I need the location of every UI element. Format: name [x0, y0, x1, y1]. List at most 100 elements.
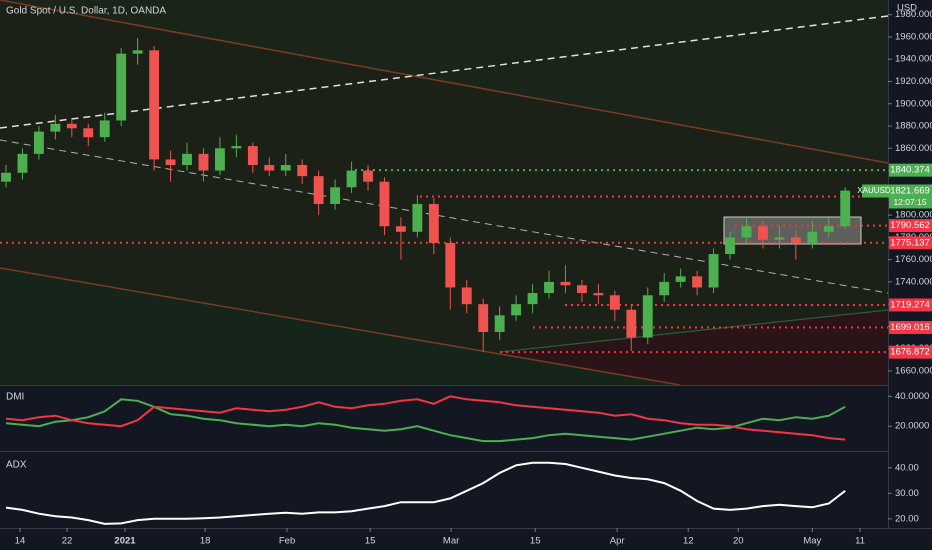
candle-body: [790, 237, 801, 243]
x-tick-label: 15: [530, 536, 541, 547]
y-tick-label: 40.00: [895, 462, 919, 473]
candle-body: [165, 159, 176, 165]
candle-body: [330, 187, 341, 204]
candle-body: [560, 281, 571, 286]
y-tick-label: 1880.000: [895, 121, 932, 132]
symbol-label: XAUUSD: [857, 186, 891, 195]
candle-body: [116, 53, 127, 121]
y-tick-label: 20.00: [895, 513, 919, 524]
candle-body: [280, 165, 291, 171]
y-tick-label: 1760.000: [895, 254, 932, 265]
x-tick-label: 12: [683, 536, 694, 547]
indicator-line: [5, 395, 846, 441]
candle-body: [99, 120, 110, 138]
countdown: 12:07:15: [893, 197, 926, 207]
price-label-box: [889, 298, 932, 312]
candle-body: [182, 153, 192, 165]
candle-body: [231, 146, 242, 149]
price-label: 1790.562: [890, 220, 930, 231]
candle-body: [544, 281, 554, 294]
candle-body: [198, 153, 209, 171]
currency: USD: [897, 3, 917, 14]
price-label-box: [889, 321, 932, 335]
candle-body: [132, 50, 143, 54]
channel-upper-line: [0, 0, 889, 164]
x-tick-label: 22: [62, 536, 73, 547]
candle-body: [708, 254, 719, 288]
price-label: 1699.016: [890, 322, 930, 333]
pane-title: DMI: [6, 392, 24, 403]
indicator-line: [5, 398, 846, 443]
candle-body: [675, 276, 686, 282]
x-tick-label: 18: [200, 536, 211, 547]
candle-body: [626, 309, 637, 338]
last-price-label: 1821.669: [890, 185, 930, 196]
support-line: [499, 309, 889, 353]
y-tick-label: 1980.000: [895, 9, 932, 20]
last-price-box: [862, 184, 932, 198]
candle-body: [461, 287, 472, 305]
bear-zone: [500, 310, 888, 385]
candle-body: [478, 304, 489, 333]
candle-body: [66, 123, 77, 129]
price-label-box: [889, 219, 932, 233]
candle-body: [840, 190, 851, 227]
candle-body: [33, 131, 44, 154]
candle-body: [363, 170, 373, 182]
y-tick-label: 1660.000: [895, 365, 932, 376]
candle-body: [346, 170, 357, 188]
channel-zone: [0, 0, 888, 352]
y-tick-label: 1960.000: [895, 31, 932, 42]
candle-body: [758, 226, 768, 240]
candle-body: [445, 242, 456, 288]
y-tick-label: 1940.000: [895, 54, 932, 65]
candle-body: [50, 123, 61, 132]
candle-body: [642, 295, 653, 338]
x-tick-label: 11: [855, 536, 865, 547]
price-label-box: [889, 163, 932, 177]
candle-body: [741, 226, 752, 238]
candle-body: [214, 148, 225, 171]
candle-body: [428, 203, 439, 243]
x-tick-label: May: [803, 536, 821, 547]
indicator-line: [5, 461, 846, 525]
price-label-box: [889, 236, 932, 250]
candle-body: [823, 226, 834, 232]
candle-body: [149, 50, 160, 160]
candle-body: [692, 276, 703, 288]
candle-body: [83, 128, 94, 138]
candle-body: [247, 146, 258, 165]
candle-body: [725, 237, 735, 255]
candle-body: [774, 237, 785, 240]
price-label: 1676.872: [890, 347, 930, 358]
candle-body: [313, 176, 324, 204]
price-label: 1719.274: [890, 299, 930, 310]
x-tick-label: Apr: [610, 536, 625, 547]
x-tick-label: 2021: [114, 536, 136, 547]
x-tick-label: Feb: [279, 536, 295, 547]
candle-body: [379, 181, 390, 227]
y-tick-label: 40.0000: [895, 391, 929, 402]
chart-title: Gold Spot / U.S. Dollar, 1D, OANDA: [6, 6, 166, 17]
channel-lower-line: [0, 267, 681, 386]
y-tick-label: 1800.000: [895, 210, 932, 221]
trend-line: [0, 15, 889, 129]
x-tick-label: 20: [733, 536, 744, 547]
y-tick-label: 30.00: [895, 488, 919, 499]
candle-body: [17, 153, 28, 173]
y-tick-label: 1860.000: [895, 143, 932, 154]
pane-title: ADX: [6, 460, 27, 471]
candle-body: [395, 226, 406, 232]
candle-body: [593, 293, 604, 296]
candle-body: [576, 285, 587, 294]
candle-body: [659, 281, 670, 296]
x-tick-label: 15: [365, 536, 376, 547]
candle-body: [609, 295, 620, 310]
trend-line: [0, 139, 889, 294]
price-label: 1775.137: [890, 237, 930, 248]
candle-body: [807, 231, 818, 243]
candle-body: [511, 304, 522, 316]
candle-body: [494, 315, 505, 333]
y-tick-label: 1920.000: [895, 76, 932, 87]
